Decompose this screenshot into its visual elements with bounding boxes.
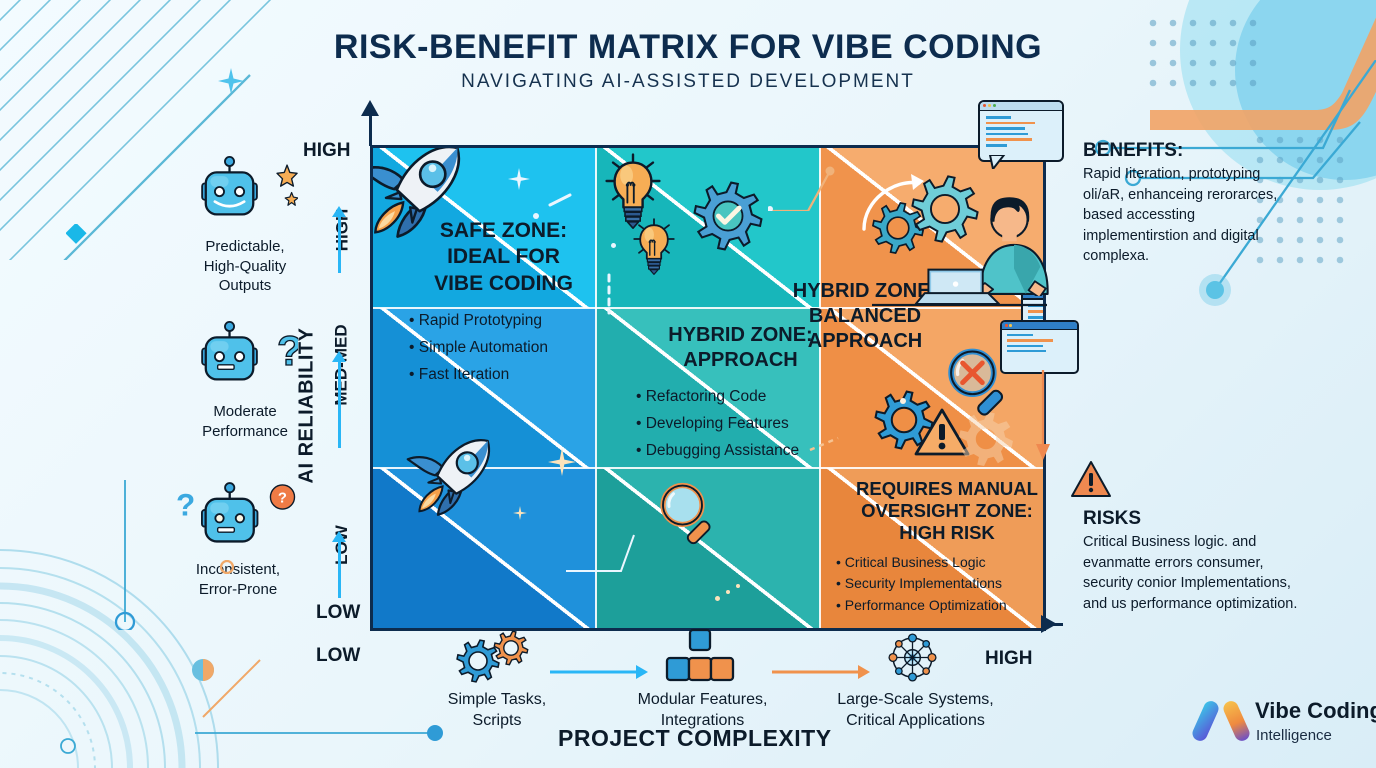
svg-text:?: ? bbox=[277, 491, 286, 507]
svg-text:?: ? bbox=[277, 327, 298, 374]
svg-text:?: ? bbox=[176, 488, 195, 523]
